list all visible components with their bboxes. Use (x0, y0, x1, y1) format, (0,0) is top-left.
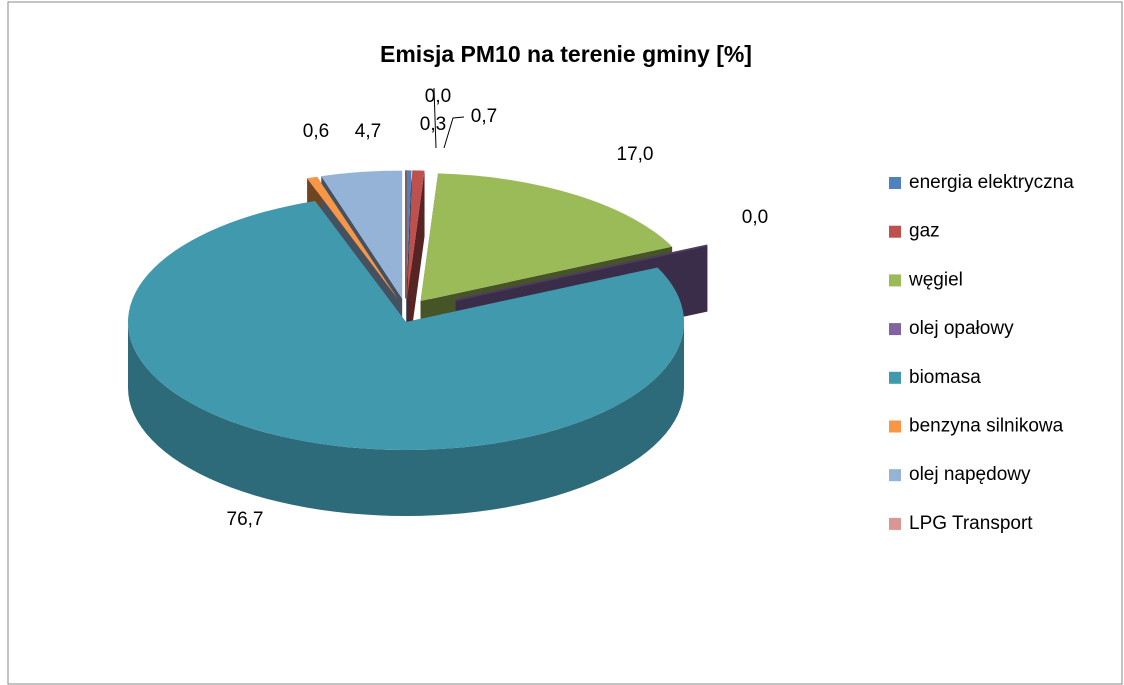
legend-label: olej opałowy (909, 318, 1014, 339)
legend-label: gaz (909, 221, 940, 242)
legend-label: benzyna silnikowa (909, 416, 1064, 437)
leader-line (443, 116, 465, 149)
data-label: 0,3 (420, 114, 446, 135)
slice (420, 173, 673, 302)
legend-label: biomasa (909, 367, 981, 388)
legend-label: węgiel (908, 269, 963, 290)
data-label: 4,7 (355, 121, 381, 142)
data-label: 0,0 (425, 86, 451, 107)
slice (321, 170, 403, 299)
legend-swatch (889, 517, 901, 530)
legend-label: energia elektryczna (909, 172, 1074, 193)
legend-swatch (889, 420, 901, 433)
legend-swatch (889, 469, 901, 482)
legend-swatch (889, 274, 901, 287)
legend-swatch (889, 225, 901, 238)
data-label: 0,7 (471, 106, 497, 127)
slice (455, 244, 708, 301)
legend-swatch (889, 371, 901, 384)
data-label: 0,0 (742, 207, 768, 228)
slice (407, 170, 425, 299)
leader-line (433, 87, 437, 149)
chart-title: Emisja PM10 na terenie gminy [%] (380, 41, 752, 67)
data-label: 0,6 (303, 121, 329, 142)
legend-swatch (889, 177, 901, 189)
legend-label: LPG Transport (909, 513, 1033, 534)
legend-swatch (889, 323, 901, 336)
data-label: 17,0 (617, 144, 654, 165)
slice-cut (407, 170, 425, 365)
slice-side (128, 322, 684, 516)
slice (307, 176, 398, 300)
legend-label: olej napędowy (909, 464, 1031, 485)
slice (406, 170, 412, 299)
data-label: 76,7 (227, 509, 264, 530)
slice (127, 201, 685, 450)
